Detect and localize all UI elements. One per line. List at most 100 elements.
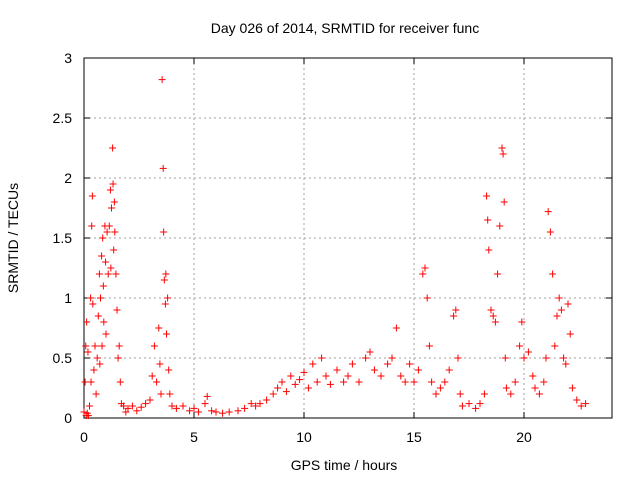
data-point (500, 198, 508, 206)
data-point (524, 348, 532, 356)
data-point (142, 400, 150, 408)
data-point (564, 300, 572, 308)
data-point (518, 318, 526, 326)
data-point (487, 306, 495, 314)
data-point (551, 342, 559, 350)
data-point (511, 378, 519, 386)
data-point (104, 270, 112, 278)
data-point (88, 222, 96, 230)
data-point (582, 400, 590, 408)
data-point (502, 384, 510, 392)
data-point (148, 372, 156, 380)
data-point (106, 186, 114, 194)
x-tick-label: 20 (516, 429, 532, 445)
data-point (159, 164, 167, 172)
data-point (313, 378, 321, 386)
data-point (164, 294, 172, 302)
data-point (166, 390, 174, 398)
data-point (155, 324, 163, 332)
data-point (87, 294, 95, 302)
data-point (344, 372, 352, 380)
data-point (80, 408, 88, 416)
data-point (436, 384, 444, 392)
data-point (520, 354, 528, 362)
data-point (489, 312, 497, 320)
data-point (194, 408, 202, 416)
data-point (201, 400, 209, 408)
data-point (392, 324, 400, 332)
data-point (549, 270, 557, 278)
data-point (150, 342, 158, 350)
data-point (296, 376, 304, 384)
data-point (501, 354, 509, 362)
data-point (219, 409, 227, 417)
ticks: 0 5 10 15 20 0 0.5 1 1.5 2 2.5 3 (53, 50, 612, 445)
data-point (95, 270, 103, 278)
data-point (212, 408, 220, 416)
data-point (406, 360, 414, 368)
data-point (84, 348, 92, 356)
data-point (93, 354, 101, 362)
data-point (397, 372, 405, 380)
data-point (146, 396, 154, 404)
y-tick-label: 0.5 (53, 350, 73, 366)
data-point (423, 294, 431, 302)
data-point (516, 342, 524, 350)
data-point (263, 396, 271, 404)
data-point (128, 402, 136, 410)
data-point (269, 390, 277, 398)
data-point (309, 360, 317, 368)
data-point (553, 312, 561, 320)
data-point (452, 306, 460, 314)
data-point (456, 390, 464, 398)
data-point (225, 408, 233, 416)
data-point (157, 390, 165, 398)
data-point (546, 228, 554, 236)
data-point (103, 228, 111, 236)
y-tick-label: 2.5 (53, 110, 73, 126)
data-point (82, 342, 90, 350)
data-point (247, 400, 255, 408)
data-point (498, 144, 506, 152)
data-point (348, 360, 356, 368)
data-point (333, 366, 341, 374)
data-point (560, 354, 568, 362)
data-point (282, 388, 290, 396)
data-point (507, 390, 515, 398)
data-point (99, 234, 107, 242)
data-point (566, 330, 574, 338)
data-point (124, 404, 132, 412)
data-point (252, 402, 260, 410)
data-point (322, 372, 330, 380)
data-point (454, 354, 462, 362)
data-point (562, 360, 570, 368)
data-point (555, 294, 563, 302)
y-tick-label: 3 (64, 50, 72, 66)
data-point (287, 372, 295, 380)
data-point (190, 404, 198, 412)
data-point (84, 412, 92, 420)
data-point (419, 270, 427, 278)
data-point (208, 407, 216, 415)
data-point (491, 318, 499, 326)
data-point (432, 390, 440, 398)
data-point (137, 403, 145, 411)
x-tick-label: 15 (406, 429, 422, 445)
data-point (99, 282, 107, 290)
data-point (115, 342, 123, 350)
data-point (86, 402, 93, 410)
data-point (241, 404, 249, 412)
data-point (370, 366, 378, 374)
data-point (133, 407, 141, 415)
data-point (484, 216, 492, 224)
data-point (158, 76, 166, 84)
data-point (116, 378, 124, 386)
data-point (92, 390, 100, 398)
data-point (81, 378, 89, 386)
data-point (179, 402, 187, 410)
data-point (89, 300, 97, 308)
y-tick-label: 1 (64, 290, 72, 306)
data-point (499, 150, 507, 158)
data-point (425, 342, 433, 350)
data-point (485, 246, 493, 254)
